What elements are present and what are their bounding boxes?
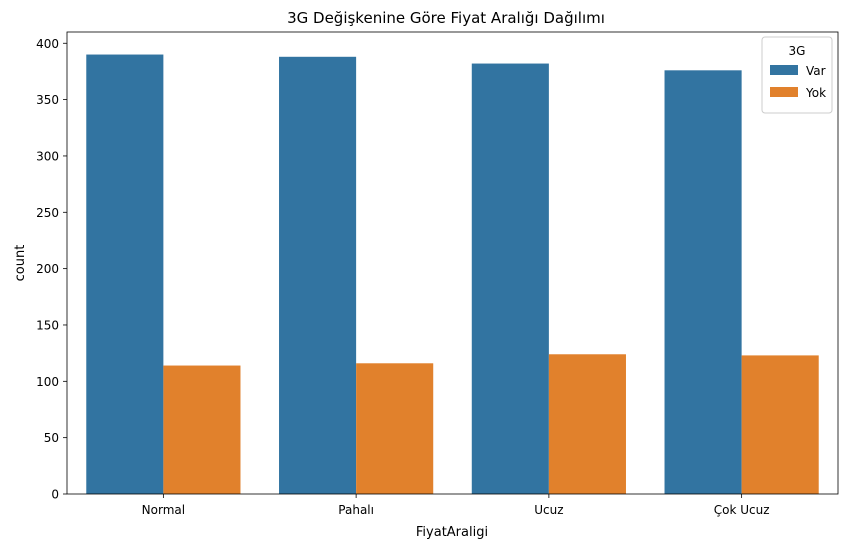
bar-yok-1 <box>356 363 434 494</box>
legend-label-yok: Yok <box>805 86 826 100</box>
x-tick-label: Pahalı <box>338 503 374 517</box>
chart-title: 3G Değişkenine Göre Fiyat Aralığı Dağılı… <box>287 9 605 27</box>
y-axis: 0 50 100 150 200 250 300 350 400 <box>36 37 67 502</box>
legend-label-var: Var <box>806 64 826 78</box>
x-tick-label: Çok Ucuz <box>714 503 770 517</box>
y-tick-label: 100 <box>36 375 59 389</box>
x-tick-label: Ucuz <box>534 503 563 517</box>
legend-swatch-var <box>770 65 798 75</box>
bar-var-0 <box>86 54 164 494</box>
x-tick-label: Normal <box>142 503 185 517</box>
bars <box>86 54 819 495</box>
legend-title: 3G <box>789 44 806 58</box>
bar-var-1 <box>279 56 357 494</box>
y-tick-label: 300 <box>36 149 59 163</box>
y-tick-label: 0 <box>51 488 59 502</box>
y-tick-label: 50 <box>44 431 59 445</box>
y-tick-label: 200 <box>36 262 59 276</box>
bar-yok-0 <box>163 365 241 494</box>
bar-yok-3 <box>741 355 819 494</box>
bar-var-2 <box>471 63 549 495</box>
plot-frame <box>66 31 839 495</box>
y-tick-label: 250 <box>36 206 59 220</box>
y-tick-label: 400 <box>36 37 59 51</box>
y-axis-label: count <box>13 245 28 282</box>
bar-yok-2 <box>548 354 626 494</box>
legend-swatch-yok <box>770 87 798 97</box>
y-tick-label: 350 <box>36 93 59 107</box>
bar-var-3 <box>664 70 742 494</box>
y-tick-label: 150 <box>36 318 59 332</box>
x-axis-label: FiyatAraligi <box>416 525 488 540</box>
x-axis: Normal Pahalı Ucuz Çok Ucuz <box>142 494 770 517</box>
